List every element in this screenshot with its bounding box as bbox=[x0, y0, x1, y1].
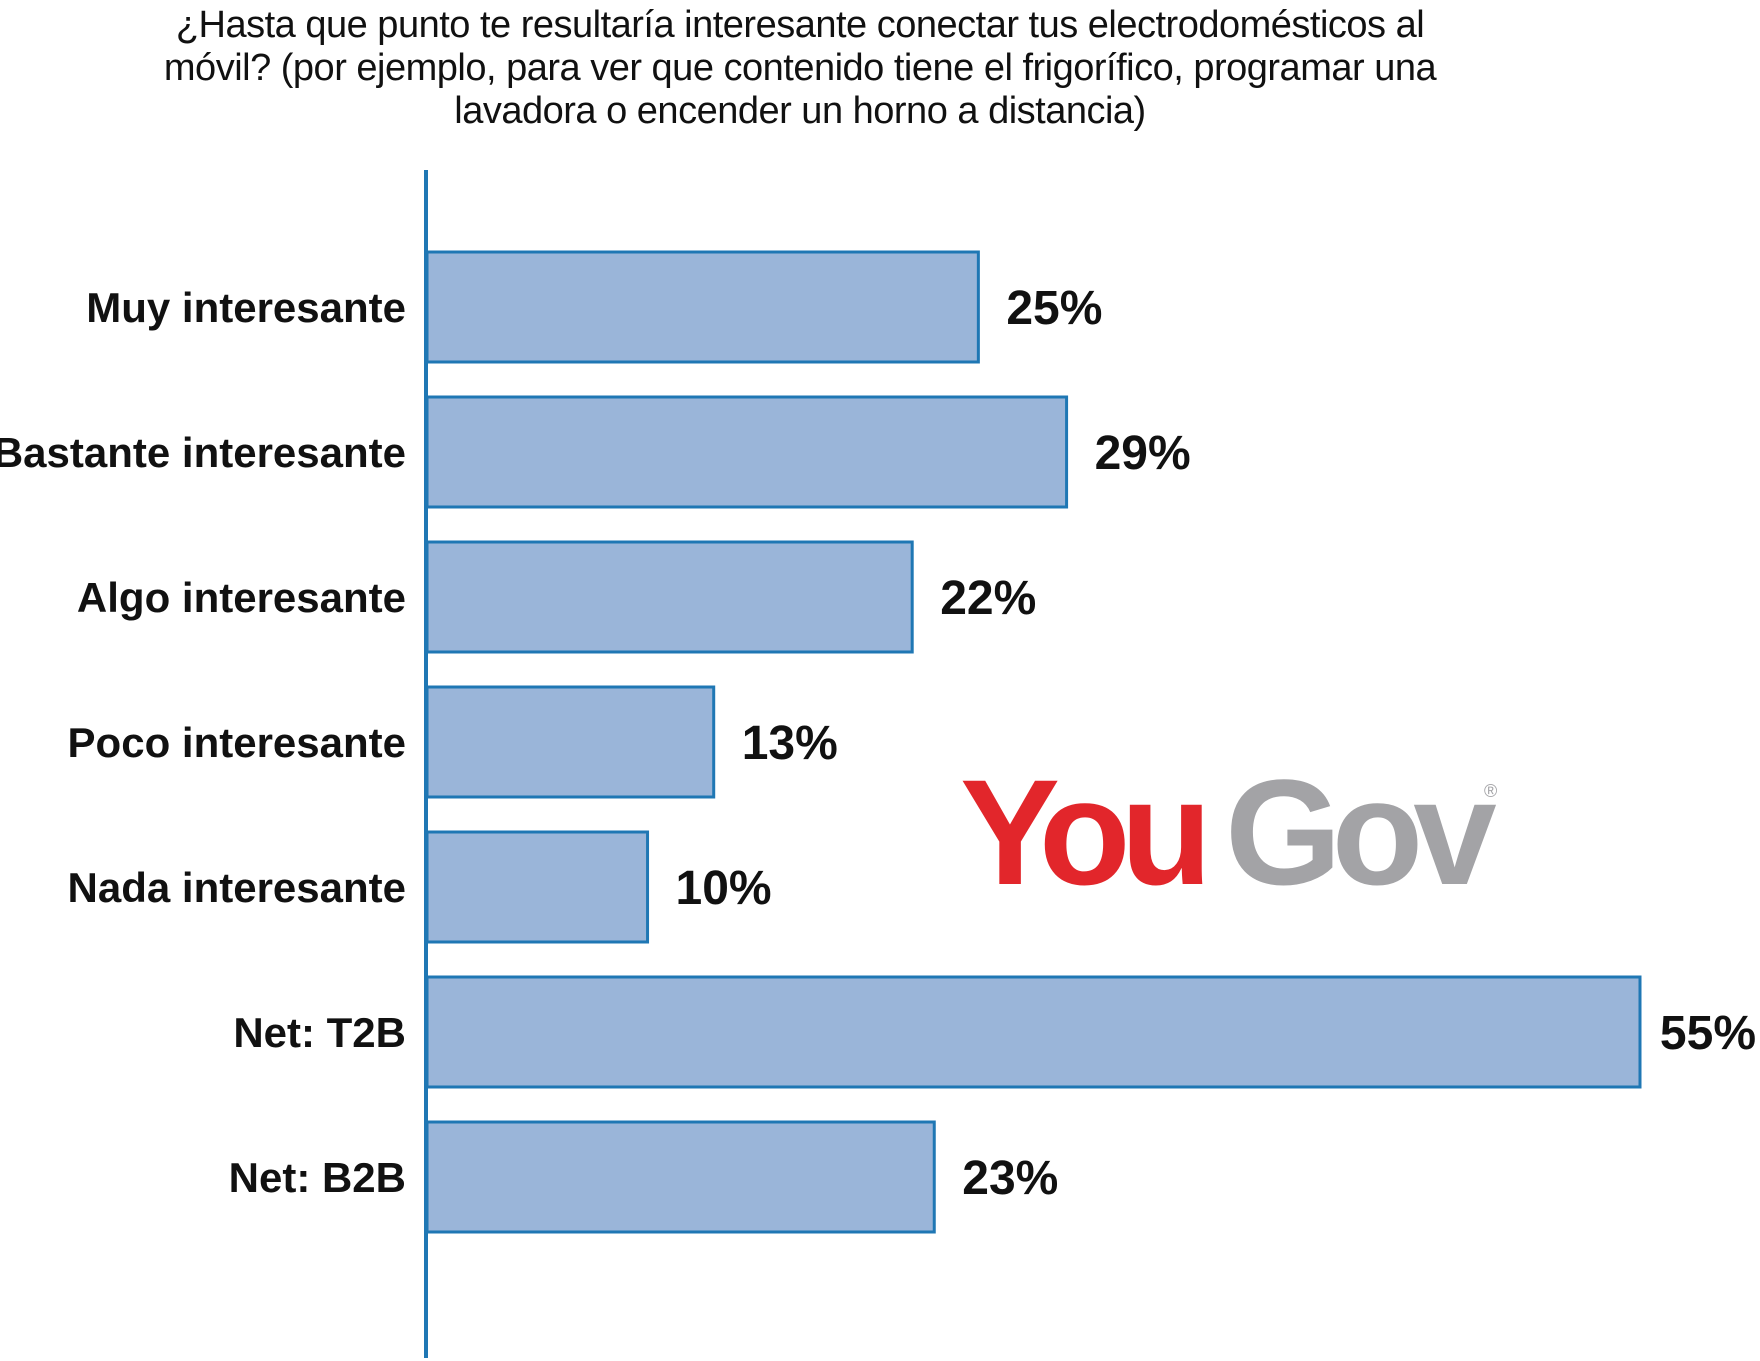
bar-3 bbox=[425, 685, 716, 799]
value-label-2: 22% bbox=[940, 572, 1036, 625]
category-label-5: Net: T2B bbox=[233, 1009, 406, 1056]
category-label-1: Bastante interesante bbox=[0, 429, 406, 476]
value-label-5: 55% bbox=[1660, 1007, 1756, 1060]
value-label-3: 13% bbox=[742, 717, 838, 770]
bar-1 bbox=[425, 395, 1069, 509]
category-label-4: Nada interesante bbox=[68, 864, 406, 911]
bar-0 bbox=[425, 250, 980, 364]
bars-group bbox=[425, 250, 1642, 1234]
logo-gov-text: Gov bbox=[1225, 748, 1496, 916]
value-labels: 25% 29% 22% 13% 10% 55% 23% bbox=[676, 282, 1756, 1205]
category-labels: Muy interesante Bastante interesante Algo … bbox=[0, 284, 406, 1201]
bar-5 bbox=[425, 975, 1642, 1089]
bar-4 bbox=[425, 830, 650, 944]
logo-you-text: You bbox=[960, 748, 1203, 916]
value-label-4: 10% bbox=[676, 862, 772, 915]
chart-title: ¿Hasta que punto te resultaría interesan… bbox=[163, 4, 1437, 132]
logo-registered-mark: ® bbox=[1484, 781, 1497, 801]
category-label-2: Algo interesante bbox=[77, 574, 406, 621]
bar-2 bbox=[425, 540, 914, 654]
yougov-logo: You Gov ® bbox=[960, 748, 1506, 916]
category-label-0: Muy interesante bbox=[86, 284, 406, 331]
value-label-6: 23% bbox=[962, 1152, 1058, 1205]
bar-6 bbox=[425, 1120, 936, 1234]
category-label-6: Net: B2B bbox=[229, 1154, 406, 1201]
value-label-0: 25% bbox=[1006, 282, 1102, 335]
category-label-3: Poco interesante bbox=[68, 719, 406, 766]
value-label-1: 29% bbox=[1095, 427, 1191, 480]
